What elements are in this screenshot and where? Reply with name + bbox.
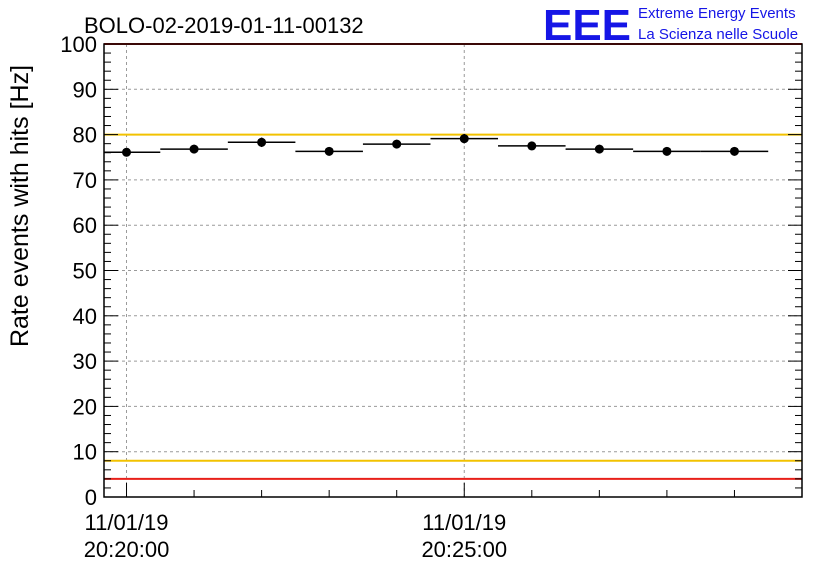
- y-tick-label: 20: [73, 394, 97, 419]
- y-axis-ticks: 0 10 20 30 40 50 60 70 80 90 100: [60, 32, 802, 510]
- y-tick-label: 10: [73, 440, 97, 465]
- data-marker: [459, 134, 469, 144]
- y-tick-label: 60: [73, 213, 97, 238]
- logo-text: EEE: [543, 1, 631, 50]
- eee-logo: EEE Extreme Energy Events La Scienza nel…: [543, 1, 798, 50]
- y-tick-label: 30: [73, 349, 97, 374]
- data-point: [633, 146, 701, 156]
- y-axis-label: Rate events with hits [Hz]: [6, 65, 34, 347]
- data-marker: [189, 144, 199, 154]
- data-marker: [594, 144, 604, 154]
- y-tick-label: 0: [85, 485, 97, 510]
- data-point: [295, 146, 363, 156]
- y-tick-label: 100: [60, 32, 97, 57]
- x-tick-time: 20:25:00: [421, 537, 507, 562]
- data-points: [104, 133, 769, 157]
- grid-layer: [104, 43, 802, 498]
- data-point: [227, 137, 296, 148]
- x-tick-time: 20:20:00: [84, 537, 170, 562]
- data-point: [160, 144, 228, 154]
- data-point: [430, 133, 499, 144]
- x-tick-date: 11/01/19: [85, 510, 169, 535]
- y-tick-label: 70: [73, 168, 97, 193]
- data-marker: [122, 147, 132, 157]
- data-point: [362, 139, 431, 149]
- y-tick-label: 90: [73, 77, 97, 102]
- chart-title: BOLO-02-2019-01-11-00132: [84, 13, 364, 38]
- logo-line1: Extreme Energy Events: [638, 5, 796, 22]
- data-point: [498, 141, 566, 151]
- data-marker: [392, 139, 402, 149]
- reference-lines: [104, 43, 802, 480]
- data-marker: [527, 141, 537, 151]
- data-point: [104, 147, 161, 157]
- data-marker: [729, 146, 739, 156]
- y-tick-label: 40: [73, 304, 97, 329]
- data-marker: [257, 137, 267, 147]
- y-tick-label: 50: [73, 259, 97, 284]
- y-tick-label: 80: [73, 123, 97, 148]
- data-point: [700, 146, 769, 156]
- data-marker: [662, 146, 672, 156]
- data-marker: [324, 146, 334, 156]
- data-point: [565, 144, 634, 154]
- x-tick-date: 11/01/19: [422, 510, 506, 535]
- logo-line2: La Scienza nelle Scuole: [638, 26, 798, 43]
